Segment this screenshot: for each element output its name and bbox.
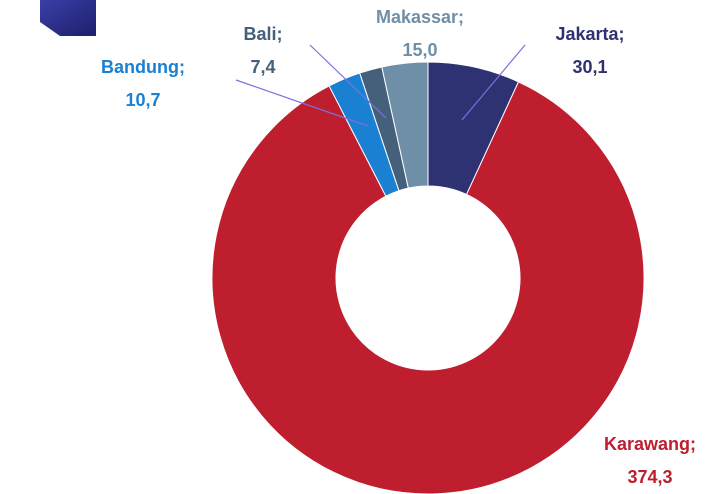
data-label-value: 10,7 <box>125 90 160 110</box>
category-name: Bali <box>243 24 276 44</box>
data-label-value: 30,1 <box>572 57 607 77</box>
separator: ; <box>277 24 283 44</box>
leader-line <box>461 44 526 121</box>
category-name: Makassar <box>376 7 458 27</box>
data-label-name: Bali; <box>243 24 282 44</box>
data-label-value: 374,3 <box>627 467 672 487</box>
slice <box>381 61 429 189</box>
leader-line <box>235 79 369 127</box>
data-label-value: 7,4 <box>250 57 275 77</box>
separator: ; <box>458 7 464 27</box>
data-label-name: Makassar; <box>376 7 464 27</box>
data-label-name: Jakarta; <box>555 24 624 44</box>
category-name: Karawang <box>604 434 690 454</box>
separator: ; <box>619 24 625 44</box>
separator: ; <box>179 57 185 77</box>
slice <box>211 81 645 494</box>
data-labels: Jakarta; 30,1 Karawang; 374,3 Bandung; 10,7 Ba… <box>101 7 696 487</box>
header-icon <box>40 0 96 36</box>
category-name: Jakarta <box>555 24 619 44</box>
data-label-name: Bandung; <box>101 57 185 77</box>
data-label-name: Karawang; <box>604 434 696 454</box>
data-label-value: 15,0 <box>402 40 437 60</box>
leader-line <box>309 44 387 119</box>
separator: ; <box>690 434 696 454</box>
category-name: Bandung <box>101 57 179 77</box>
donut <box>211 61 645 494</box>
